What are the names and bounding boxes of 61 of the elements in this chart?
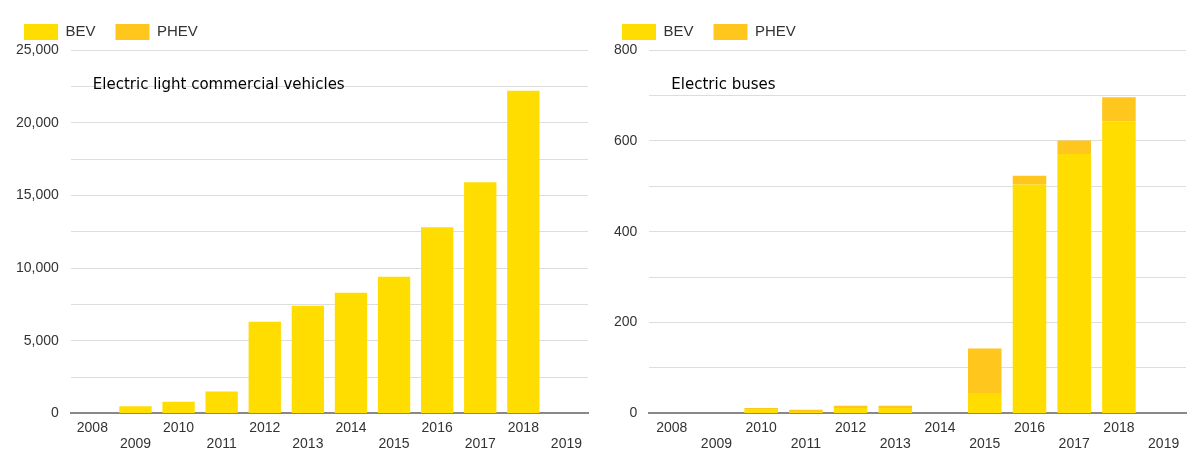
bar bbox=[1057, 154, 1091, 413]
y-tick-label: 600 bbox=[614, 131, 638, 148]
legend-label: PHEV bbox=[755, 22, 796, 40]
legend-label: PHEV bbox=[157, 22, 198, 40]
y-tick-label: 10,000 bbox=[15, 258, 60, 275]
x-tick-label: 2013 bbox=[879, 435, 912, 452]
x-tick-label: 2010 bbox=[745, 418, 777, 435]
x-tick-label: 2012 bbox=[249, 418, 281, 435]
bar bbox=[464, 182, 497, 413]
x-tick-label: 2018 bbox=[1103, 418, 1135, 435]
x-tick-label: 2017 bbox=[464, 435, 497, 452]
bar bbox=[162, 401, 195, 413]
x-tick-label: 2014 bbox=[335, 418, 367, 435]
bar bbox=[291, 305, 325, 413]
x-tick-label: 2018 bbox=[507, 418, 540, 435]
x-tick-label: 2011 bbox=[206, 435, 237, 452]
bar bbox=[1012, 184, 1047, 413]
bar bbox=[1102, 97, 1136, 122]
bar bbox=[1102, 121, 1136, 413]
bar bbox=[119, 406, 152, 413]
x-tick-label: 2008 bbox=[656, 418, 688, 435]
y-tick-label: 5,000 bbox=[23, 331, 60, 348]
x-tick-label: 2019 bbox=[550, 435, 583, 452]
bar bbox=[507, 90, 540, 413]
bar bbox=[420, 227, 454, 413]
y-tick-label: 800 bbox=[614, 40, 638, 57]
bar bbox=[205, 391, 238, 413]
text: Electric buses bbox=[671, 74, 776, 93]
y-tick-label: 15,000 bbox=[15, 186, 60, 203]
y-tick-label: 0 bbox=[629, 404, 638, 421]
y-tick-label: 400 bbox=[614, 222, 638, 239]
bar bbox=[967, 348, 1002, 393]
x-tick-label: 2014 bbox=[924, 418, 956, 435]
x-tick-label: 2016 bbox=[1013, 418, 1046, 435]
x-tick-label: 2009 bbox=[119, 435, 152, 452]
x-tick-label: 2010 bbox=[162, 418, 195, 435]
y-tick-label: 20,000 bbox=[15, 113, 60, 130]
x-tick-label: 2015 bbox=[378, 435, 410, 452]
legend-label: BEV bbox=[663, 22, 694, 40]
bar bbox=[833, 407, 868, 413]
x-tick-label: 2015 bbox=[969, 435, 1001, 452]
bar bbox=[878, 407, 913, 413]
x-tick-label: 2008 bbox=[76, 418, 109, 435]
bar bbox=[1057, 140, 1091, 155]
bar bbox=[1012, 175, 1047, 185]
x-tick-label: 2013 bbox=[292, 435, 324, 452]
bar bbox=[334, 292, 368, 413]
bar bbox=[377, 276, 411, 413]
y-tick-label: 0 bbox=[51, 404, 60, 421]
bar bbox=[967, 392, 1002, 413]
y-tick-label: 200 bbox=[614, 313, 638, 330]
y-tick-label: 25,000 bbox=[15, 40, 60, 57]
bar bbox=[248, 321, 281, 413]
x-tick-label: 2012 bbox=[835, 418, 867, 435]
text: Electric light commercial vehicles bbox=[92, 74, 345, 93]
x-tick-label: 2011 bbox=[790, 435, 822, 452]
x-tick-label: 2019 bbox=[1148, 435, 1180, 452]
x-tick-label: 2017 bbox=[1058, 435, 1090, 452]
x-tick-label: 2016 bbox=[421, 418, 453, 435]
x-tick-label: 2009 bbox=[700, 435, 733, 452]
legend-label: BEV bbox=[65, 22, 96, 40]
